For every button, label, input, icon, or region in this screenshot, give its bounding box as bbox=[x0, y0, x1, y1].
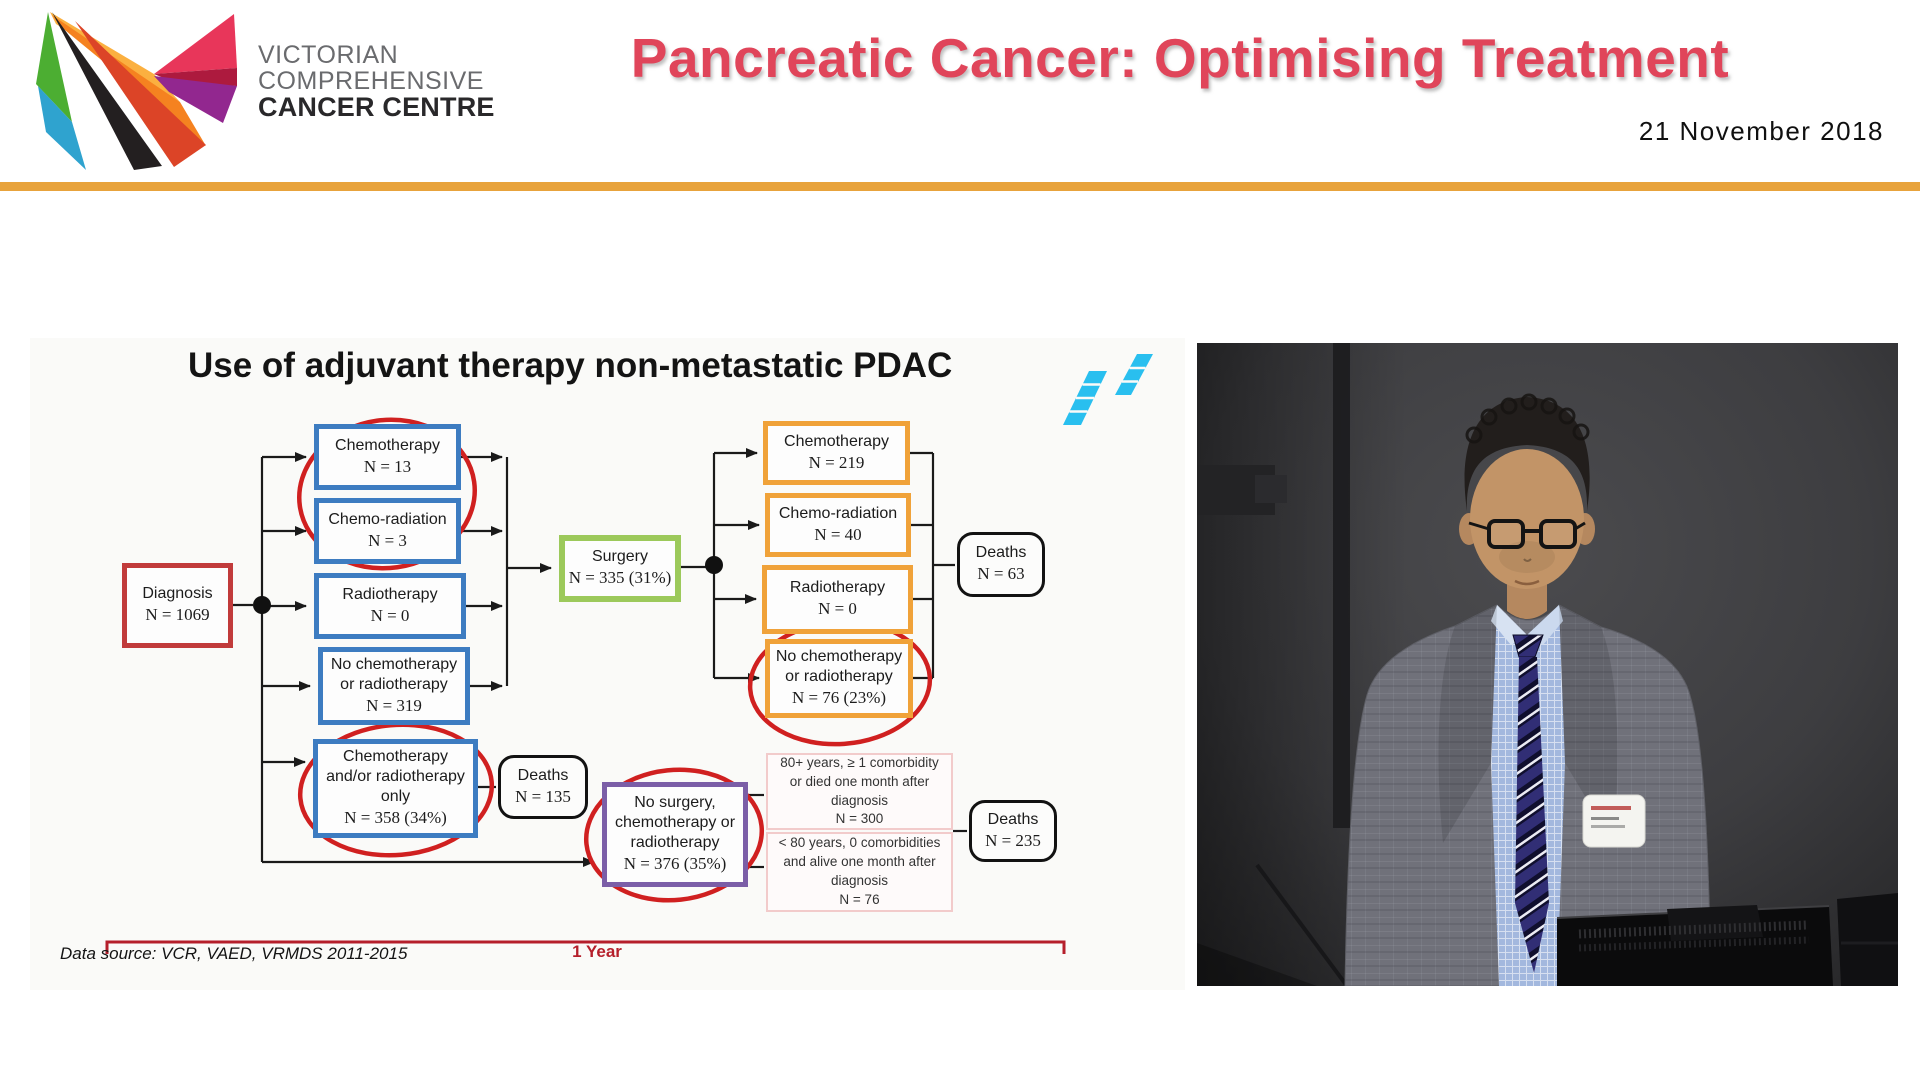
box-label: Chemotherapy bbox=[784, 432, 889, 450]
presenter bbox=[1344, 393, 1712, 987]
slide-panel: Use of adjuvant therapy non-metastatic P… bbox=[30, 338, 1185, 990]
mouth bbox=[1514, 579, 1540, 586]
box-label: No chemotherapy or radiotherapy bbox=[330, 655, 458, 693]
page-title: Pancreatic Cancer: Optimising Treatment bbox=[630, 27, 1730, 89]
flow-box-deaths-chemo-only: Deaths N = 135 bbox=[498, 755, 588, 819]
flow-box-radiotherapy-adjuvant: Radiotherapy N = 0 bbox=[762, 565, 913, 634]
hair-curls bbox=[1465, 393, 1590, 444]
flow-box-chemoradiation-adjuvant: Chemo-radiation N = 40 bbox=[765, 493, 911, 557]
flow-box-deaths-no-treatment: Deaths N = 235 bbox=[969, 800, 1057, 862]
brand-wordmark: VICTORIAN COMPREHENSIVE CANCER CENTRE bbox=[258, 41, 495, 122]
accent-bar bbox=[0, 182, 1920, 191]
box-value: N = 319 bbox=[366, 695, 422, 715]
box-text: 80+ years, ≥ 1 comorbidity or died one m… bbox=[780, 754, 939, 827]
flow-box-radiotherapy-initial: Radiotherapy N = 0 bbox=[314, 573, 466, 639]
data-source-note: Data source: VCR, VAED, VRMDS 2011-2015 bbox=[60, 944, 408, 963]
brand-line-2: COMPREHENSIVE bbox=[258, 67, 484, 95]
box-label: Deaths bbox=[975, 544, 1027, 562]
box-value: N = 0 bbox=[370, 605, 410, 625]
box-text: < 80 years, 0 comorbidities and alive on… bbox=[778, 835, 941, 907]
floor-shadow bbox=[1197, 943, 1317, 986]
box-label: Chemotherapy and/or radiotherapy only bbox=[326, 748, 465, 806]
striped-tie bbox=[1515, 657, 1549, 973]
curly-hair bbox=[1464, 397, 1590, 511]
branch-dot-right bbox=[705, 556, 723, 574]
box-value: N = 13 bbox=[363, 456, 412, 476]
box-label: Chemo-radiation bbox=[778, 504, 898, 522]
box-label: Deaths bbox=[517, 766, 569, 784]
box-label: No surgery, chemotherapy or radiotherapy bbox=[614, 794, 736, 852]
box-value: N = 335 (31%) bbox=[568, 568, 672, 588]
flow-box-chemotherapy-initial: Chemotherapy N = 13 bbox=[314, 424, 461, 490]
podium-monitor bbox=[1556, 905, 1833, 986]
nose bbox=[1523, 558, 1532, 562]
flow-box-diagnosis: Diagnosis N = 1069 bbox=[122, 563, 233, 648]
flow-box-chemotherapy-adjuvant: Chemotherapy N = 219 bbox=[763, 421, 910, 485]
box-label: Radiotherapy bbox=[342, 585, 438, 603]
flow-box-no-chemo-radio-initial: No chemotherapy or radiotherapy N = 319 bbox=[318, 647, 470, 725]
branch-dot-left bbox=[253, 596, 271, 614]
box-label: Deaths bbox=[987, 810, 1039, 828]
one-year-label: 1 Year bbox=[572, 942, 622, 961]
vccc-origami-bird-logo bbox=[36, 12, 237, 170]
wall-clamp bbox=[1197, 465, 1287, 515]
presenter-video-panel bbox=[1197, 343, 1898, 988]
header-date: 21 November 2018 bbox=[1638, 116, 1884, 146]
box-label: Chemo-radiation bbox=[328, 510, 447, 528]
box-value: N = 135 bbox=[515, 786, 571, 806]
brand-line-3: CANCER CENTRE bbox=[258, 92, 495, 122]
slide-title: Use of adjuvant therapy non-metastatic P… bbox=[188, 346, 953, 385]
box-value: N = 358 (34%) bbox=[344, 808, 447, 828]
box-value: N = 219 bbox=[808, 452, 865, 472]
box-label: Radiotherapy bbox=[789, 579, 886, 597]
cyan-triangle-stripes-icon bbox=[1063, 354, 1153, 425]
neck bbox=[1507, 581, 1547, 619]
flow-box-surgery: Surgery N = 335 (31%) bbox=[559, 535, 681, 602]
flow-box-age-under-80: < 80 years, 0 comorbidities and alive on… bbox=[766, 832, 953, 912]
flow-box-chemoradiation-initial: Chemo-radiation N = 3 bbox=[314, 498, 461, 564]
background-pole bbox=[1333, 343, 1350, 828]
box-label: No chemotherapy or radiotherapy bbox=[775, 648, 903, 686]
box-value: N = 0 bbox=[818, 599, 857, 619]
box-value: N = 376 (35%) bbox=[623, 854, 727, 874]
box-value: N = 3 bbox=[368, 530, 407, 550]
side-monitor bbox=[1837, 893, 1898, 986]
box-value: N = 40 bbox=[814, 524, 862, 544]
flow-box-deaths-surgery: Deaths N = 63 bbox=[957, 532, 1045, 597]
box-label: Surgery bbox=[591, 548, 649, 566]
box-label: Diagnosis bbox=[142, 585, 213, 603]
flow-box-no-treatment: No surgery, chemotherapy or radiotherapy… bbox=[602, 782, 748, 887]
flow-box-no-chemo-radio-adjuvant: No chemotherapy or radiotherapy N = 76 (… bbox=[765, 639, 913, 718]
presenter-video-frame bbox=[1197, 343, 1898, 988]
glasses bbox=[1468, 519, 1586, 549]
name-tag bbox=[1582, 794, 1646, 848]
box-value: N = 1069 bbox=[145, 605, 210, 625]
flow-box-chemo-radio-only: Chemotherapy and/or radiotherapy only N … bbox=[313, 739, 478, 838]
mic-stand bbox=[1255, 863, 1349, 988]
flowchart-connectors bbox=[105, 417, 1066, 954]
box-label: Chemotherapy bbox=[335, 436, 440, 454]
box-value: N = 235 bbox=[985, 830, 1041, 850]
face bbox=[1470, 449, 1584, 589]
flow-box-age-80-plus: 80+ years, ≥ 1 comorbidity or died one m… bbox=[766, 753, 953, 830]
brand-line-1: VICTORIAN bbox=[258, 41, 399, 69]
box-value: N = 76 (23%) bbox=[791, 688, 887, 708]
box-value: N = 63 bbox=[977, 564, 1025, 584]
